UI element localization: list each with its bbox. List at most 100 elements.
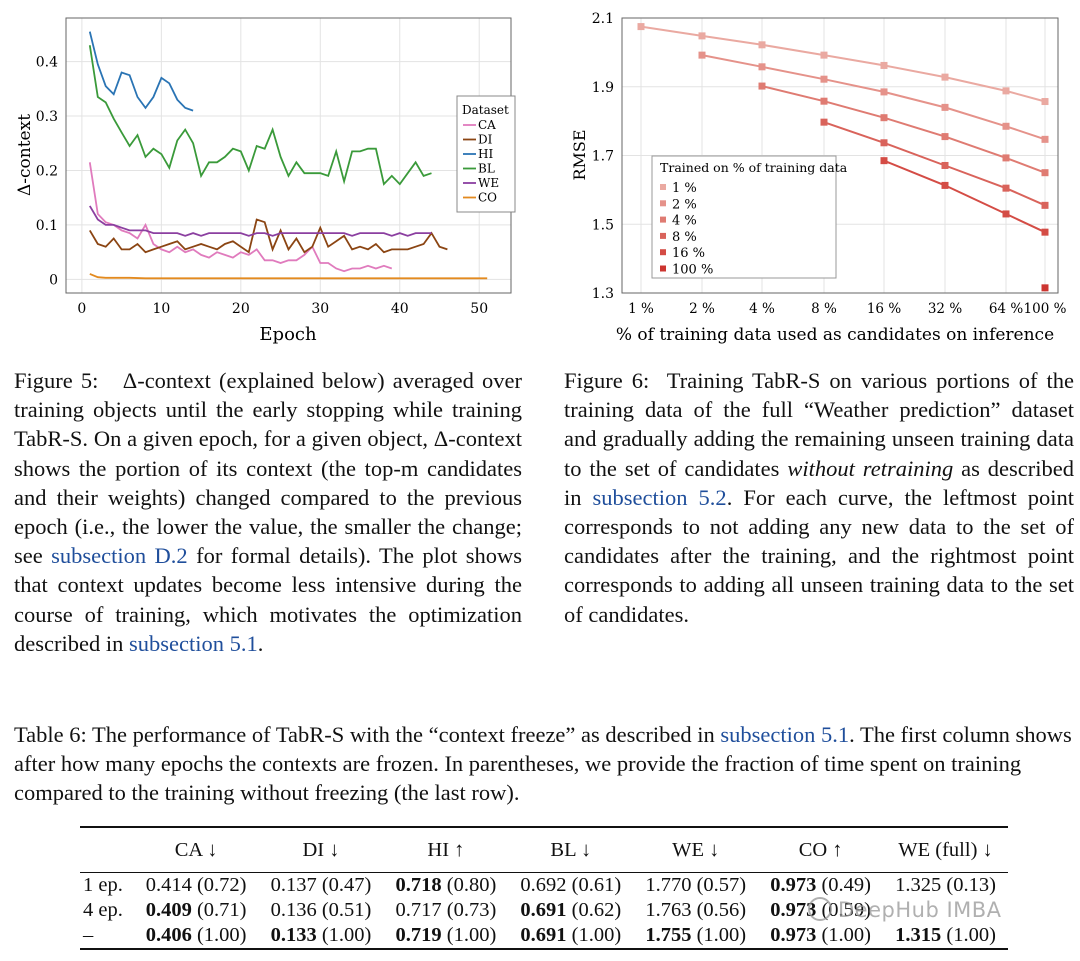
figure-6-point-4pct [880,114,888,122]
table-cell: 0.719 (1.00) [383,923,508,949]
figure-6-caption: Figure 6: Training TabR-S on various por… [564,368,1075,627]
figure-6-point-1pct [1041,98,1049,106]
table-cell-value: 1.755 [645,924,692,946]
table-row-label: – [83,924,94,946]
figure-6-legend-swatch-8pct [660,232,666,239]
figure-6-point-2pct [880,88,888,96]
figure-6-series-16pct-line [883,159,1046,234]
figure-6-y-tick-label: 1.9 [592,80,614,96]
table-6-caption: Table 6: The performance of TabR-S with … [14,722,1072,806]
figure-6-point-2pct [1002,122,1010,130]
table-cell: 0.691 (1.00) [508,923,633,949]
figure-5-series-ca-line [88,162,393,273]
table-header-cell: BL ↓ [550,838,592,861]
table-cell: 1.770 (0.57) [633,873,758,899]
link-subsection-5-2[interactable]: subsection 5.2 [592,484,727,510]
table-cell-time-fraction: (0.56) [691,899,747,921]
figure-6-y-tick-label: 2.1 [592,11,614,27]
table-header-cell: WE ↓ [672,838,720,861]
figure-5-x-tick-label: 10 [152,301,170,317]
figure-5-y-tick-label: 0.4 [36,55,58,71]
table-row: 4 ep. 0.409 (0.71) 0.136 (0.51) 0.717 (0.73… [80,898,1008,923]
figure-5-legend-label-hi: HI [478,147,493,161]
table-cell-time-fraction: (1.00) [441,924,497,946]
figure-6-point-1pct [941,73,949,81]
table-cell-value: 0.414 [145,874,192,896]
figure-6-x-tick-label: 100 % [1024,301,1067,317]
figure-5-legend-label-ca: CA [478,118,496,132]
link-subsection-d2[interactable]: subsection D.2 [51,543,188,569]
table-header-cell: WE (full) ↓ [898,838,993,861]
figure-5-series-co-line [89,273,488,280]
figure-6-plot-frame [621,17,1059,294]
table-cell-time-fraction: (0.71) [191,899,247,921]
figure-5-legend-title: Dataset [462,103,509,117]
table-cell: 0.137 (0.47) [259,873,384,899]
figure-6-point-4pct [758,82,766,90]
table-6: CA ↓ DI ↓ HI ↑ BL ↓ WE ↓ CO ↑ WE (full) ↓ 1 ep… [80,826,1008,950]
figure-6-point-4pct [1002,154,1010,162]
table-cell: 0.973 (0.59) [758,898,883,923]
figure-6-legend-swatch-100pct [660,265,666,272]
table-cell: 0.136 (0.51) [259,898,384,923]
figure-6-series-8pct-line [823,121,1046,207]
link-subsection-5-1-table[interactable]: subsection 5.1 [720,722,850,747]
table-cell-time-fraction: (0.62) [566,899,622,921]
watermark: DeepHub IMBA [808,897,1002,922]
table-cell: 0.409 (0.71) [134,898,259,923]
table-row-label: 1 ep. [83,874,123,896]
figure-6-point-1pct [698,32,706,40]
figure-6-point-8pct [1041,201,1049,209]
table-header-cell: CO ↑ [798,838,843,861]
figure-6-rmse-chart: 1 % 2 % 4 % 8 % 16 % 32 % 64 % 100 %1.31.51.71.… [570,11,1067,345]
figure-6-point-100pct [1041,284,1049,292]
link-subsection-5-1[interactable]: subsection 5.1 [128,630,258,656]
figure-5-y-tick-label: 0.3 [36,109,58,125]
figure-6-x-tick-label: 8 % [811,301,837,317]
table-cell-time-fraction: (0.61) [566,874,622,896]
table-cell-value: 0.137 [270,874,317,896]
figure-6-point-2pct [698,51,706,59]
figure-6-legend-label-1pct: 1 % [672,181,697,196]
figure-6-legend-swatch-1pct [660,184,666,190]
figure-6-point-1pct [758,41,766,49]
figure-6-point-4pct [941,133,949,141]
table-cell: 1.315 (1.00) [883,923,1008,949]
figure-6-point-1pct [637,23,645,31]
figure-5-x-tick-label: 20 [232,301,250,317]
figure-5-delta-context-chart: 0 10 20 30 40 50 0 0.1 0.2 0.3 0.4 Epoch Δ-context… [15,17,516,345]
figure-6-series-1pct-line [640,25,1046,103]
figure-6-x-tick-label: 64 % [989,301,1023,317]
table-cell-time-fraction: (0.59) [816,899,872,921]
figure-6-point-1pct [820,51,828,59]
figure-6-legend-swatch-16pct [660,249,666,256]
figure-6-point-4pct [820,97,828,105]
figure-6-point-1pct [880,61,888,69]
figure-5-y-tick-label: 0 [49,272,58,288]
table-cell-value: 0.691 [520,924,567,946]
figure-5-series-bl-line [88,45,432,186]
table-cell-time-fraction: (1.00) [691,924,747,946]
table-cell: 0.718 (0.80) [383,873,508,899]
table-cell-value: 1.315 [895,924,942,946]
table-cell: 1.325 (0.13) [883,873,1008,899]
figure-6-xlabel: % of training data used as candidates on… [616,325,1054,345]
figure-5-y-tick-label: 0.1 [36,218,58,234]
figure-6-x-tick-label: 16 % [867,301,901,317]
figure-5-caption: Figure 5: Δ-context (explained below) av… [14,368,523,656]
figure-5-y-tick-label: 0.2 [36,163,58,179]
table-header-row: CA ↓ DI ↓ HI ↑ BL ↓ WE ↓ CO ↑ WE (full) ↓ [80,827,1008,873]
table-cell-time-fraction: (0.47) [316,874,372,896]
figure-5-series-di-line [89,218,448,254]
table-cell: 0.973 (0.49) [758,873,883,899]
table-row-label: 4 ep. [83,899,123,921]
table-cell: 0.717 (0.73) [383,898,508,923]
figure-6-point-8pct [941,161,949,169]
table-cell-value: 0.409 [145,899,192,921]
figure-5-xlabel: Epoch [259,324,317,345]
figure-5-legend-label-di: DI [478,133,493,147]
figure-5-plot-frame [65,17,512,294]
table-cell-time-fraction: (0.49) [816,874,872,896]
table-cell: 1.755 (1.00) [633,923,758,949]
